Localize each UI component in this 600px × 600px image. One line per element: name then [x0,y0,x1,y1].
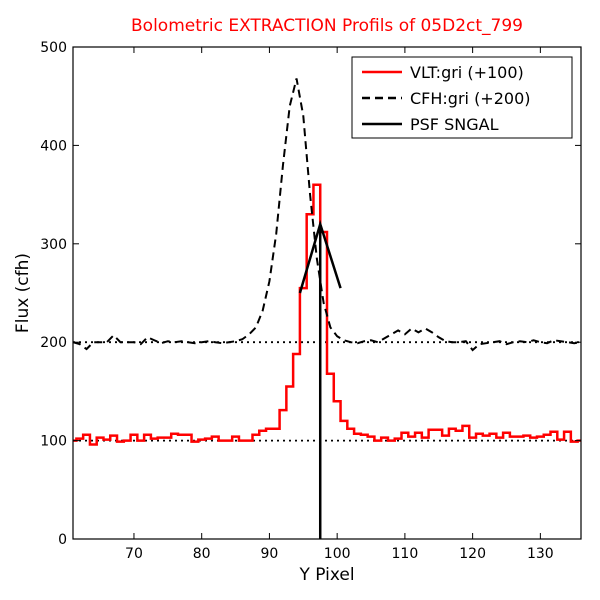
series-line-cfh [72,78,582,352]
x-tick-label: 90 [261,546,279,562]
x-tick-label: 130 [527,546,554,562]
series-line-vlt [73,183,581,446]
legend-label-vlt: VLT:gri (+100) [410,63,524,82]
x-tick-label: 70 [125,546,143,562]
y-tick-label: 500 [40,40,67,56]
x-tick-label: 120 [459,546,486,562]
y-tick-label: 300 [40,237,67,253]
plot-frame [72,46,582,540]
y-axis-ticks: 0 100 200 300 400 500 [40,40,581,548]
x-tick-label: 80 [193,546,211,562]
y-tick-label: 100 [40,434,67,450]
legend: VLT:gri (+100) CFH:gri (+200) PSF SNGAL [351,56,573,139]
x-axis-ticks: 70 80 90 100 110 120 130 [125,47,554,562]
x-axis-label: Y Pixel [298,565,354,585]
y-tick-label: 0 [58,532,67,548]
y-tick-label: 400 [40,138,67,154]
x-tick-label: 110 [392,546,419,562]
chart-title: Bolometric EXTRACTION Profils of 05D2ct_… [131,16,523,36]
y-tick-label: 200 [40,335,67,351]
plot-area [72,78,582,539]
legend-label-psf: PSF SNGAL [410,115,499,134]
legend-label-cfh: CFH:gri (+200) [410,89,531,108]
y-axis-label: Flux (cfh) [13,253,33,333]
x-tick-label: 100 [324,546,351,562]
